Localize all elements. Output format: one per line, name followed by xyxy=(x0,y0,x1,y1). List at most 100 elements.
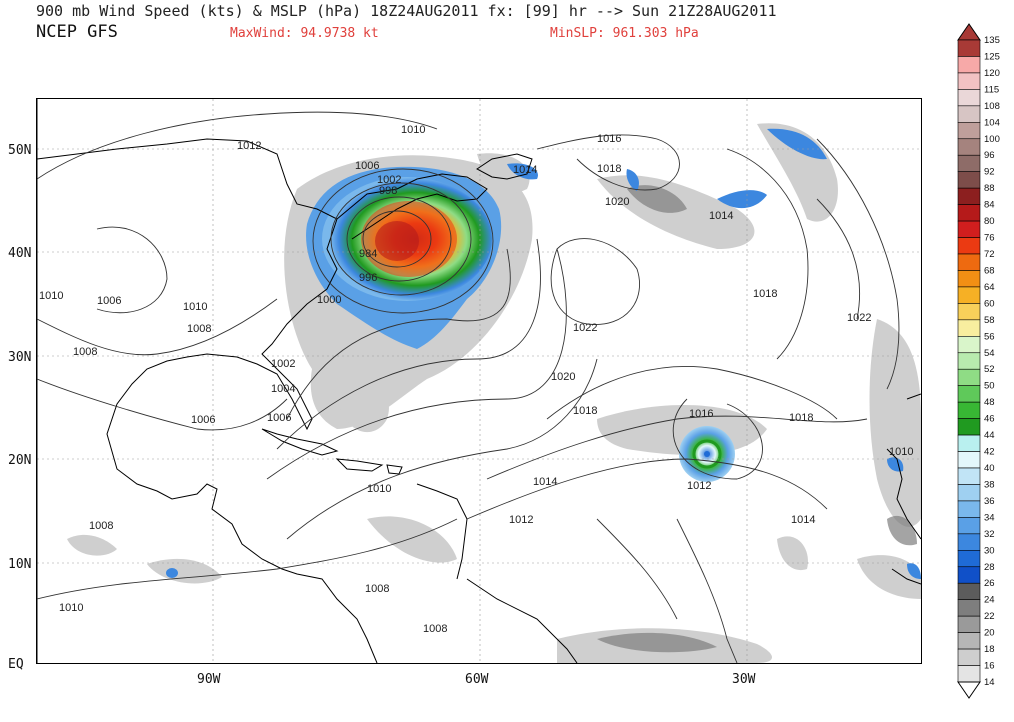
isobar-label: 1006 xyxy=(355,160,379,172)
colorbar-top-arrow xyxy=(957,23,981,41)
colorbar-swatch xyxy=(957,632,981,650)
colorbar-swatch xyxy=(957,319,981,337)
colorbar-level-label: 80 xyxy=(984,216,995,227)
colorbar-level-label: 44 xyxy=(984,430,995,441)
colorbar-swatch xyxy=(957,665,981,683)
colorbar-level-label: 54 xyxy=(984,348,995,359)
isobar-label: 1022 xyxy=(847,312,871,324)
colorbar-level-label: 60 xyxy=(984,298,995,309)
colorbar-swatch xyxy=(957,451,981,469)
isobar-label: 1020 xyxy=(551,371,575,383)
colorbar-swatch xyxy=(957,582,981,600)
colorbar-level-label: 28 xyxy=(984,562,995,573)
colorbar-level-label: 20 xyxy=(984,628,995,639)
colorbar-level-label: 115 xyxy=(984,84,999,95)
colorbar-swatch xyxy=(957,286,981,304)
colorbar-swatch xyxy=(957,56,981,74)
isobar-label: 1002 xyxy=(271,358,295,370)
max-wind-readout: MaxWind: 94.9738 kt xyxy=(230,26,379,41)
graticule xyxy=(37,99,921,663)
colorbar-level-label: 46 xyxy=(984,414,995,425)
colorbar-swatch xyxy=(957,105,981,123)
colorbar-swatch xyxy=(957,467,981,485)
colorbar-swatch xyxy=(957,220,981,238)
isobar-label: 1006 xyxy=(267,412,291,424)
colorbar-swatch xyxy=(957,484,981,502)
isobar-label: 1010 xyxy=(889,446,913,458)
colorbar-level-label: 100 xyxy=(984,134,1000,145)
lat-label-10n: 10N xyxy=(8,557,32,572)
colorbar-swatch xyxy=(957,566,981,584)
isobar-label: 998 xyxy=(379,185,397,197)
isobar-label: 1014 xyxy=(709,210,733,222)
isobar-label: 1018 xyxy=(789,412,813,424)
colorbar-swatch xyxy=(957,352,981,370)
colorbar-level-label: 135 xyxy=(984,35,1000,46)
colorbar-level-label: 52 xyxy=(984,364,995,375)
colorbar-level-label: 108 xyxy=(984,101,1000,112)
isobar-label: 1016 xyxy=(689,408,713,420)
colorbar-swatch xyxy=(957,385,981,403)
lat-label-eq: EQ xyxy=(8,657,24,672)
colorbar-swatch xyxy=(957,517,981,535)
map-canvas: 1010 1012 1006 1002 998 984 996 1000 101… xyxy=(37,99,921,663)
isobar-label: 1006 xyxy=(97,295,121,307)
colorbar-level-label: 96 xyxy=(984,150,995,161)
colorbar-swatch xyxy=(957,72,981,90)
isobar-label: 1008 xyxy=(73,346,97,358)
colorbar-swatch xyxy=(957,336,981,354)
colorbar-swatch xyxy=(957,187,981,205)
colorbar-level-label: 18 xyxy=(984,644,995,655)
model-name: NCEP GFS xyxy=(36,22,118,42)
isobar-label: 1008 xyxy=(89,520,113,532)
colorbar-level-label: 104 xyxy=(984,117,1000,128)
colorbar-swatch xyxy=(957,533,981,551)
wind-speed-map: 1010 1012 1006 1002 998 984 996 1000 101… xyxy=(36,98,922,664)
isobar-label: 996 xyxy=(359,272,377,284)
lon-label-30w: 30W xyxy=(732,672,756,687)
colorbar-swatch xyxy=(957,39,981,57)
lon-label-60w: 60W xyxy=(465,672,489,687)
colorbar-level-label: 36 xyxy=(984,496,995,507)
isobar-label: 1014 xyxy=(513,164,537,176)
coastlines xyxy=(37,99,921,663)
colorbar-level-label: 72 xyxy=(984,249,995,260)
colorbar-level-label: 84 xyxy=(984,200,995,211)
isobars xyxy=(37,111,900,663)
colorbar-level-label: 64 xyxy=(984,282,995,293)
colorbar-swatch xyxy=(957,122,981,140)
colorbar-swatch xyxy=(957,237,981,255)
isobar-label: 1010 xyxy=(367,483,391,495)
hurricane-irene xyxy=(306,166,502,349)
colorbar-swatch xyxy=(957,368,981,386)
colorbar-swatch xyxy=(957,401,981,419)
isobar-label: 1008 xyxy=(365,583,389,595)
colorbar-swatch xyxy=(957,303,981,321)
tropical-storm-east xyxy=(679,426,735,482)
isobar-label: 1016 xyxy=(597,133,621,145)
isobar-label: 1010 xyxy=(59,602,83,614)
colorbar-level-label: 120 xyxy=(984,68,1000,79)
colorbar-legend: 135 125 120 115 108 104 100 96 92 88 84 80 76 72 68 64 6… xyxy=(956,22,1012,702)
isobar-label: 1018 xyxy=(753,288,777,300)
colorbar-swatch xyxy=(957,171,981,189)
colorbar-svg: 135 125 120 115 108 104 100 96 92 88 84 80 76 72 68 64 6… xyxy=(957,23,1000,699)
wind-shading-blue xyxy=(166,128,921,579)
isobar-label: 1012 xyxy=(687,480,711,492)
colorbar-swatch xyxy=(957,615,981,633)
isobar-label: 1008 xyxy=(423,623,447,635)
colorbar-swatch xyxy=(957,154,981,172)
lon-label-90w: 90W xyxy=(197,672,221,687)
colorbar-swatch xyxy=(957,138,981,156)
colorbar-level-label: 34 xyxy=(984,512,995,523)
colorbar-level-label: 92 xyxy=(984,167,995,178)
isobar-label: 1006 xyxy=(191,414,215,426)
colorbar-swatch xyxy=(957,648,981,666)
isobar-label: 984 xyxy=(359,248,377,260)
isobar-label: 1008 xyxy=(187,323,211,335)
isobar-label: 1020 xyxy=(605,196,629,208)
colorbar-level-label: 68 xyxy=(984,265,995,276)
isobar-label: 1014 xyxy=(791,514,815,526)
isobar-label: 1010 xyxy=(183,301,207,313)
colorbar-swatch xyxy=(957,500,981,518)
